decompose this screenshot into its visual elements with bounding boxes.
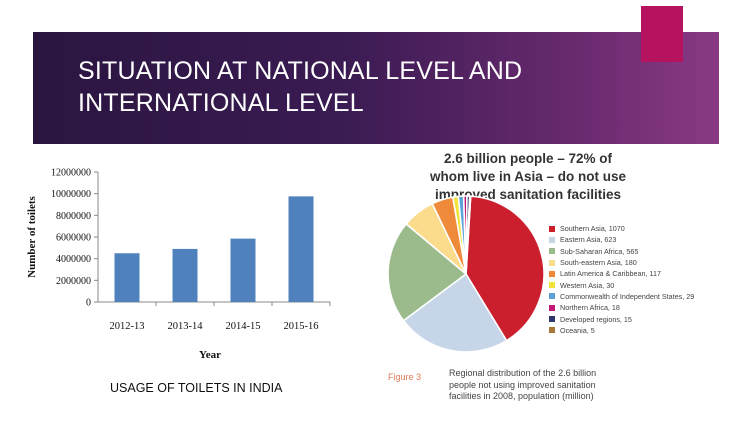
legend-swatch	[549, 282, 555, 289]
legend-swatch	[549, 225, 555, 232]
pie-title: 2.6 billion people – 72% of whom live in…	[408, 150, 648, 204]
bar-x-tick-label: 2014-15	[226, 321, 261, 332]
legend-item: South-eastern Asia, 180	[549, 257, 694, 268]
bar-y-tick-label: 8000000	[56, 211, 91, 222]
bar-y-tick-label: 6000000	[56, 233, 91, 244]
title-band	[33, 32, 719, 144]
legend-label: Oceania, 5	[560, 325, 595, 335]
bar-y-tick-label: 10000000	[51, 189, 91, 200]
bar	[172, 248, 198, 302]
figure-label: Figure 3	[388, 372, 422, 382]
legend-label: Sub-Saharan Africa, 565	[560, 246, 639, 256]
legend-item: Southern Asia, 1070	[549, 223, 694, 234]
figure-caption-line-1: Regional distribution of the 2.6 billion	[449, 368, 597, 378]
legend-label: Northern Africa, 18	[560, 303, 620, 313]
bar-chart-caption: USAGE OF TOILETS IN INDIA	[110, 381, 283, 395]
bar	[230, 238, 256, 302]
bar-y-tick-label: 4000000	[56, 254, 91, 265]
bar-y-tick-label: 0	[86, 298, 91, 309]
legend-item: Sub-Saharan Africa, 565	[549, 246, 694, 257]
figure-caption: Regional distribution of the 2.6 billion…	[449, 368, 689, 403]
bar-x-tick-label: 2012-13	[110, 321, 145, 332]
bar	[114, 253, 140, 302]
legend-swatch	[549, 293, 555, 300]
slide-title-line-2: INTERNATIONAL LEVEL	[78, 89, 364, 117]
legend-swatch	[549, 304, 555, 311]
bar-x-tick-label: 2013-14	[168, 321, 204, 332]
legend-label: Southern Asia, 1070	[560, 224, 625, 234]
legend-label: Eastern Asia, 623	[560, 235, 617, 245]
accent-tab	[641, 6, 683, 62]
pie-slice	[387, 222, 468, 322]
slide-title: SITUATION AT NATIONAL LEVEL AND INTERNAT…	[78, 55, 638, 119]
bar-y-tick-label: 12000000	[51, 168, 91, 179]
legend-swatch	[549, 327, 555, 334]
bar-x-axis-label: Year	[199, 349, 221, 361]
bar-x-tick-label: 2015-16	[284, 321, 319, 332]
pie-slice	[465, 195, 472, 275]
figure-caption-line-2: people not using improved sanitation	[449, 379, 596, 390]
legend-label: Commonwealth of Independent States, 29	[560, 291, 695, 301]
legend-item: Eastern Asia, 623	[549, 234, 694, 245]
bar-y-tick-label: 2000000	[56, 276, 91, 287]
legend-label: Developed regions, 15	[560, 314, 632, 324]
legend-swatch	[549, 316, 555, 323]
legend-swatch	[549, 236, 555, 243]
pie-slice	[402, 272, 508, 353]
slide-title-line-1: SITUATION AT NATIONAL LEVEL AND	[78, 57, 523, 85]
pie-slice	[465, 195, 545, 342]
pie-title-line-1: 2.6 billion people – 72% of	[443, 151, 613, 166]
pie-title-line-2: whom live in Asia – do not use	[429, 169, 627, 184]
legend-swatch	[549, 248, 555, 255]
bar-y-axis-label: Number of toilets	[26, 195, 38, 277]
legend-item: Commonwealth of Independent States, 29	[549, 291, 694, 302]
legend-item: Latin America & Caribbean, 117	[549, 268, 694, 279]
legend-item: Oceania, 5	[549, 325, 694, 336]
legend-item: Northern Africa, 18	[549, 302, 694, 313]
legend-label: Western Asia, 30	[560, 280, 615, 290]
legend-swatch	[549, 259, 555, 266]
legend-label: Latin America & Caribbean, 117	[560, 269, 661, 279]
bar	[288, 196, 314, 302]
legend-swatch	[549, 270, 555, 277]
legend-label: South-eastern Asia, 180	[560, 258, 637, 268]
legend-item: Developed regions, 15	[549, 313, 694, 324]
figure-caption-line-3: facilities in 2008, population (million)	[449, 391, 594, 401]
pie-legend: Southern Asia, 1070 Eastern Asia, 623 Sub-…	[549, 223, 694, 336]
legend-item: Western Asia, 30	[549, 279, 694, 290]
